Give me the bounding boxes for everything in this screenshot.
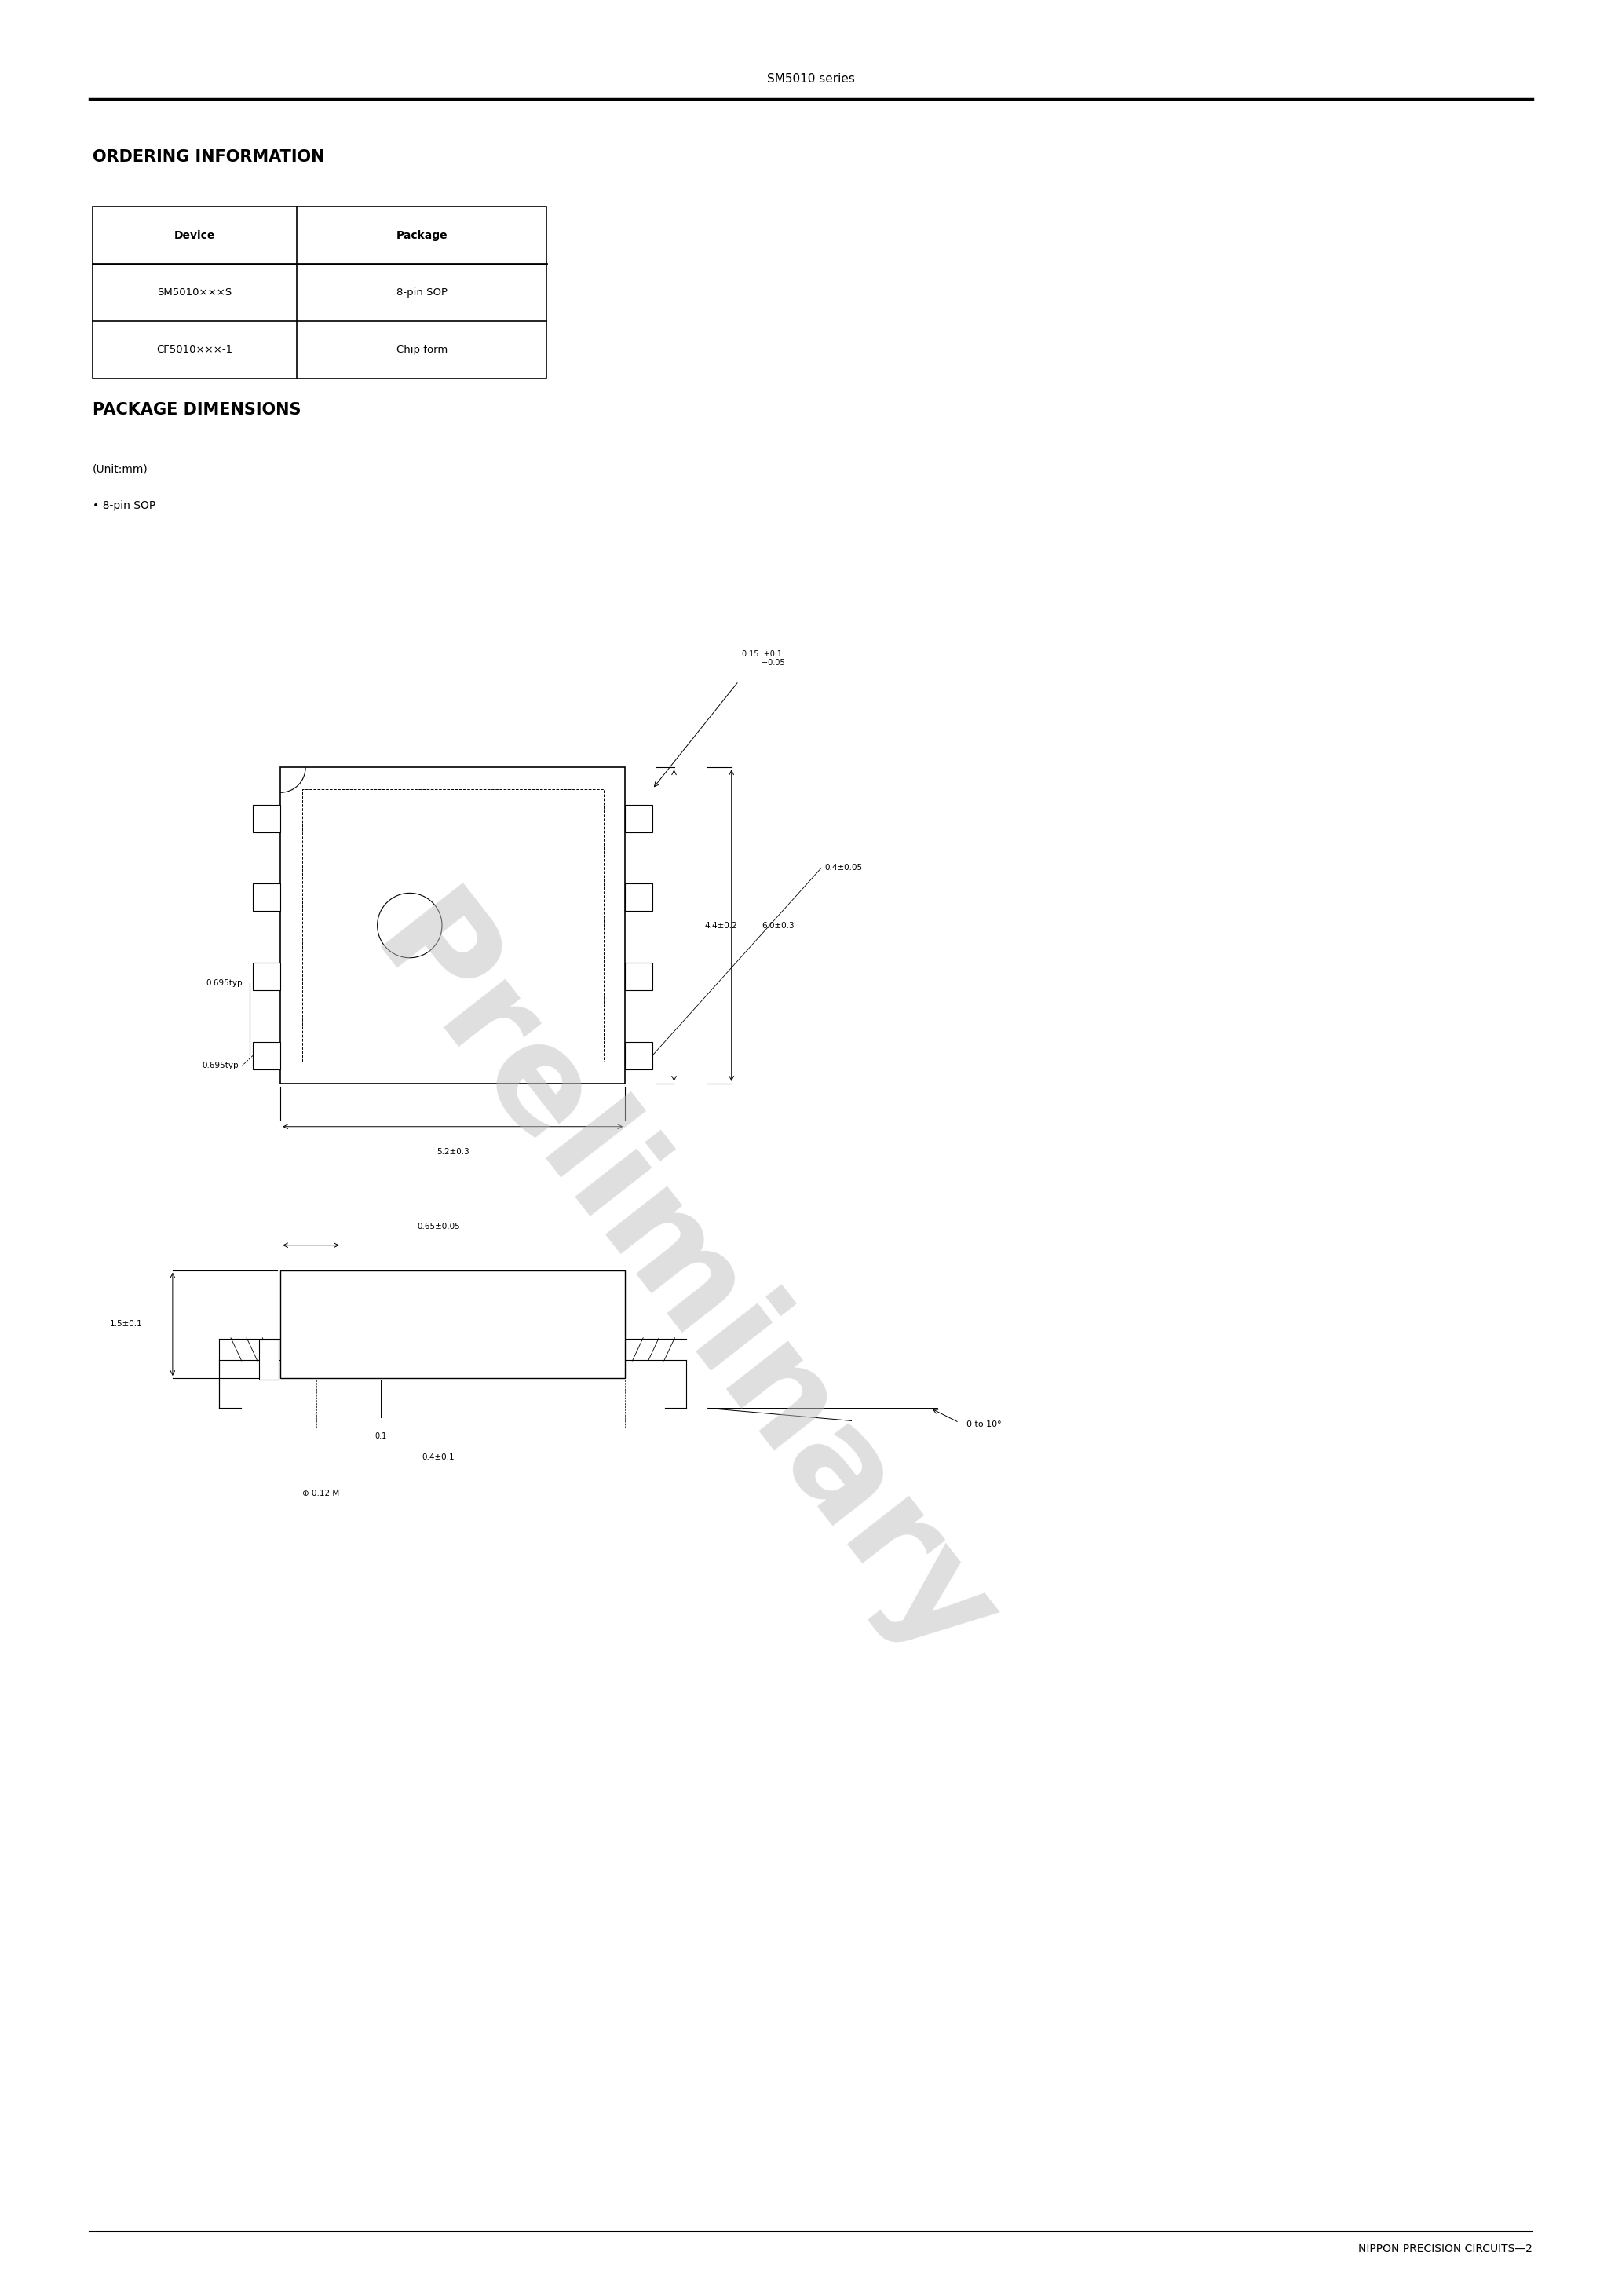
Text: 4.4±0.2: 4.4±0.2 — [704, 921, 736, 930]
Text: Device: Device — [174, 230, 216, 241]
Text: • 8-pin SOP: • 8-pin SOP — [92, 501, 156, 512]
Text: 1.7: 1.7 — [263, 1357, 274, 1364]
Text: SM5010×××S: SM5010×××S — [157, 287, 232, 298]
Text: PACKAGE DIMENSIONS: PACKAGE DIMENSIONS — [92, 402, 302, 418]
Text: 0.695typ: 0.695typ — [203, 1061, 238, 1070]
Bar — [253, 1042, 281, 1070]
Text: CF5010×××-1: CF5010×××-1 — [156, 344, 234, 356]
Bar — [624, 804, 652, 831]
Text: 6.0±0.3: 6.0±0.3 — [762, 921, 795, 930]
Bar — [281, 767, 624, 1084]
Bar — [253, 804, 281, 831]
Bar — [624, 962, 652, 990]
Bar — [253, 884, 281, 912]
Bar — [302, 790, 603, 1063]
Bar — [624, 884, 652, 912]
Text: 0.15  +0.1
        −0.05: 0.15 +0.1 −0.05 — [743, 650, 785, 666]
Bar — [260, 1341, 279, 1380]
Text: 0.65±0.05: 0.65±0.05 — [417, 1224, 461, 1231]
Text: 0.4±0.1: 0.4±0.1 — [422, 1453, 454, 1460]
Text: 0 to 10°: 0 to 10° — [967, 1421, 1001, 1428]
Text: Package: Package — [396, 230, 448, 241]
Text: 0.4±0.05: 0.4±0.05 — [826, 863, 863, 872]
Bar — [281, 1270, 624, 1378]
Text: 0.695typ: 0.695typ — [206, 978, 242, 987]
Text: 1.5±0.1: 1.5±0.1 — [110, 1320, 143, 1327]
Bar — [624, 1042, 652, 1070]
Text: 8-pin SOP: 8-pin SOP — [396, 287, 448, 298]
Text: ORDERING INFORMATION: ORDERING INFORMATION — [92, 149, 324, 165]
Text: ⊕ 0.12 M: ⊕ 0.12 M — [302, 1490, 339, 1497]
Text: Chip form: Chip form — [396, 344, 448, 356]
Text: Preliminary: Preliminary — [342, 879, 1020, 1692]
Bar — [253, 962, 281, 990]
Text: (Unit:mm): (Unit:mm) — [92, 464, 148, 475]
Text: 0.1: 0.1 — [375, 1433, 388, 1440]
Text: 5.2±0.3: 5.2±0.3 — [436, 1148, 469, 1155]
Text: NIPPON PRECISION CIRCUITS—2: NIPPON PRECISION CIRCUITS—2 — [1359, 2243, 1533, 2255]
Text: SM5010 series: SM5010 series — [767, 73, 855, 85]
